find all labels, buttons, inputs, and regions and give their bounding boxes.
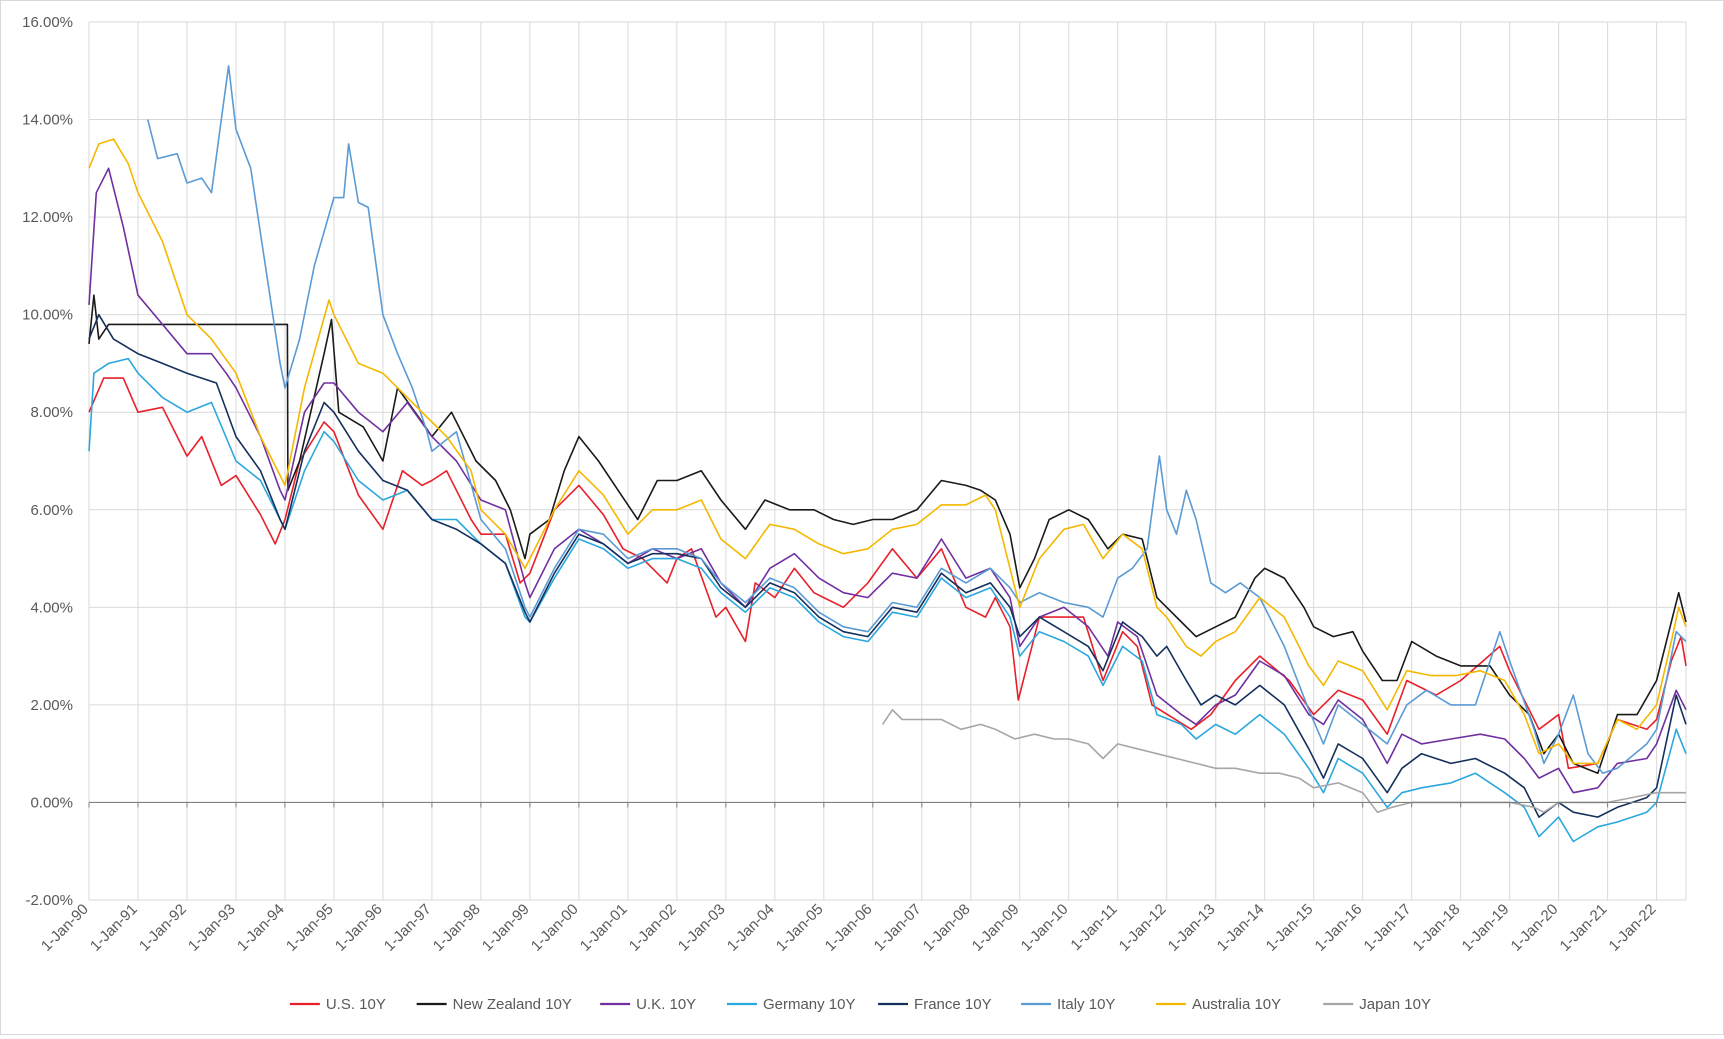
- x-tick-label: 1-Jan-96: [332, 901, 386, 955]
- x-tick-label: 1-Jan-12: [1116, 901, 1170, 955]
- legend-label: Germany 10Y: [763, 996, 856, 1013]
- legend-item-japan-10y: Japan 10Y: [1323, 996, 1431, 1013]
- x-tick-label: 1-Jan-01: [577, 901, 631, 955]
- series-layer: [88, 65, 1687, 843]
- x-tick-label: 1-Jan-10: [1018, 901, 1072, 955]
- y-tick-label: 2.00%: [30, 697, 73, 714]
- series-line-u-k-10y: [88, 167, 1687, 794]
- series-line-australia-10y: [88, 138, 1687, 765]
- y-tick-label: 8.00%: [30, 404, 73, 421]
- legend-item-u-k-10y: U.K. 10Y: [600, 996, 696, 1013]
- x-tick-label: 1-Jan-99: [479, 901, 533, 955]
- legend-item-new-zealand-10y: New Zealand 10Y: [416, 996, 572, 1013]
- legend-label: France 10Y: [914, 996, 992, 1013]
- legend-item-germany-10y: Germany 10Y: [726, 996, 856, 1013]
- x-tick-label: 1-Jan-19: [1459, 901, 1513, 955]
- x-tick-label: 1-Jan-94: [234, 901, 288, 955]
- x-tick-label: 1-Jan-20: [1508, 901, 1562, 955]
- x-tick-label: 1-Jan-07: [871, 901, 925, 955]
- y-tick-label: 6.00%: [30, 502, 73, 519]
- x-tick-label: 1-Jan-92: [136, 901, 190, 955]
- y-tick-label: 10.00%: [22, 307, 73, 324]
- x-axis: 1-Jan-901-Jan-911-Jan-921-Jan-931-Jan-94…: [38, 901, 1659, 955]
- legend-item-france-10y: France 10Y: [878, 996, 992, 1013]
- x-tick-label: 1-Jan-03: [675, 901, 729, 955]
- horizontal-gridlines: [89, 21, 1686, 901]
- legend-item-u-s-10y: U.S. 10Y: [289, 996, 386, 1013]
- legend-label: Japan 10Y: [1359, 996, 1431, 1013]
- x-tick-label: 1-Jan-22: [1606, 901, 1660, 955]
- x-tick-label: 1-Jan-95: [283, 901, 337, 955]
- series-line-italy-10y: [147, 65, 1687, 774]
- series-line-france-10y: [88, 313, 1687, 818]
- y-tick-label: -2.00%: [25, 892, 73, 909]
- legend-label: Australia 10Y: [1192, 996, 1281, 1013]
- x-tick-label: 1-Jan-17: [1361, 901, 1415, 955]
- x-tick-label: 1-Jan-15: [1263, 901, 1317, 955]
- x-tick-label: 1-Jan-91: [87, 901, 141, 955]
- legend-item-italy-10y: Italy 10Y: [1021, 996, 1115, 1013]
- series-line-germany-10y: [88, 357, 1687, 843]
- x-tick-label: 1-Jan-08: [920, 901, 974, 955]
- y-axis: 16.00% 14.00% 12.00% 10.00% 8.00% 6.00% 4.00% 2…: [22, 14, 73, 909]
- legend-item-australia-10y: Australia 10Y: [1155, 996, 1281, 1013]
- x-tick-label: 1-Jan-98: [430, 901, 484, 955]
- x-tick-label: 1-Jan-21: [1557, 901, 1611, 955]
- x-tick-label: 1-Jan-00: [528, 901, 582, 955]
- legend-label: U.S. 10Y: [326, 996, 386, 1013]
- x-tick-label: 1-Jan-02: [626, 901, 680, 955]
- y-tick-label: 14.00%: [22, 112, 73, 129]
- x-tick-label: 1-Jan-97: [381, 901, 435, 955]
- x-tick-label: 1-Jan-93: [185, 901, 239, 955]
- x-tick-label: 1-Jan-18: [1410, 901, 1464, 955]
- y-tick-label: 4.00%: [30, 599, 73, 616]
- legend-label: U.K. 10Y: [636, 996, 696, 1013]
- x-tick-label: 1-Jan-16: [1312, 901, 1366, 955]
- y-tick-label: 0.00%: [30, 794, 73, 811]
- x-tick-label: 1-Jan-06: [822, 901, 876, 955]
- series-line-u-s-10y: [88, 377, 1687, 770]
- legend: U.S. 10Y New Zealand 10Y U.K. 10Y Germany 1…: [289, 996, 1431, 1013]
- series-line-japan-10y: [881, 709, 1686, 813]
- series-line-new-zealand-10y: [88, 294, 1687, 774]
- y-tick-label: 16.00%: [22, 14, 73, 31]
- x-tick-label: 1-Jan-04: [724, 901, 778, 955]
- legend-label: New Zealand 10Y: [453, 996, 572, 1013]
- zero-axis-layer: [88, 801, 1686, 808]
- legend-label: Italy 10Y: [1057, 996, 1115, 1013]
- x-tick-label: 1-Jan-14: [1214, 901, 1268, 955]
- vertical-gridlines: [88, 22, 1687, 900]
- x-tick-label: 1-Jan-11: [1067, 901, 1120, 954]
- x-tick-label: 1-Jan-05: [773, 901, 827, 955]
- x-tick-label: 1-Jan-09: [969, 901, 1023, 955]
- x-tick-label: 1-Jan-13: [1165, 901, 1219, 955]
- y-tick-label: 12.00%: [22, 209, 73, 226]
